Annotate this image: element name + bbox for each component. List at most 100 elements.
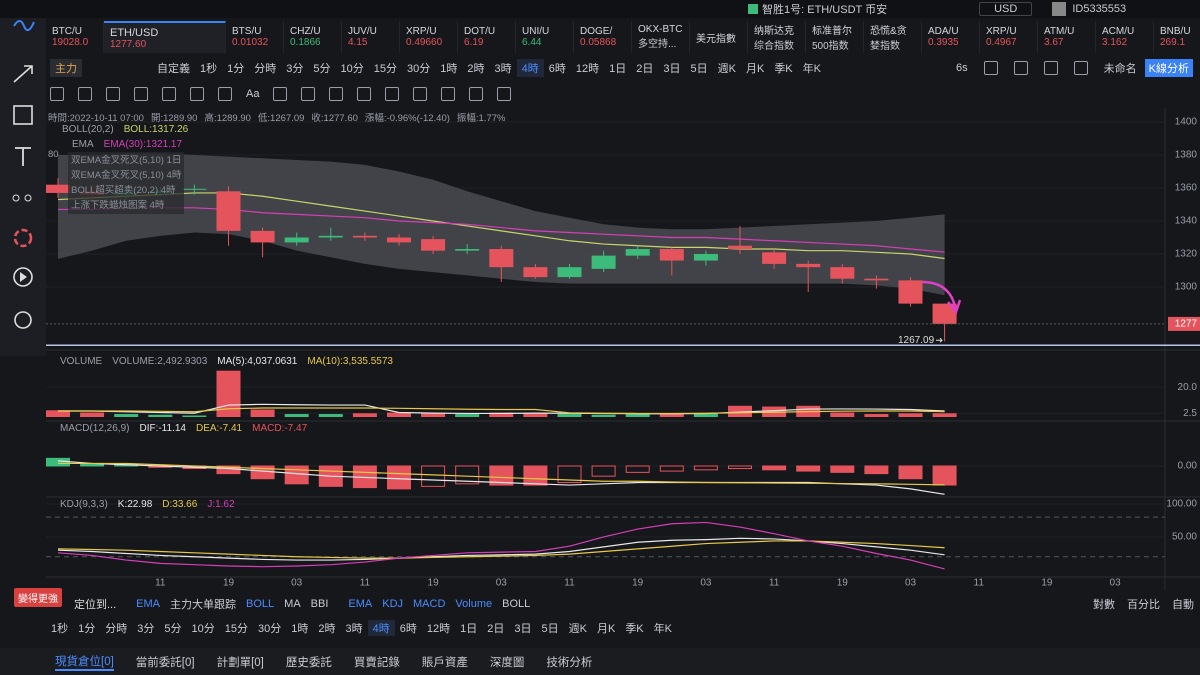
indicator[interactable]: MACD (413, 598, 446, 610)
period[interactable]: 5分 (164, 623, 182, 635)
ticker[interactable]: OKX-BTC 多空持... (632, 21, 690, 53)
period[interactable]: 1分 (78, 623, 96, 635)
refresh-rate[interactable]: 6s (956, 62, 968, 74)
period[interactable]: 2時 (318, 623, 336, 635)
text-tool[interactable]: Aa (246, 88, 260, 100)
tool[interactable] (385, 87, 400, 101)
period[interactable]: 10分 (191, 623, 215, 635)
currency-select[interactable]: USD (979, 2, 1033, 16)
period[interactable]: 5日 (690, 63, 708, 75)
tool[interactable] (218, 87, 232, 101)
period[interactable]: 3日 (514, 623, 532, 635)
period[interactable]: 4時 (516, 59, 544, 77)
period[interactable]: 2日 (636, 63, 654, 75)
ticker[interactable]: ADA/U 0.3935 (922, 21, 980, 53)
indicator[interactable]: BBI (310, 598, 329, 610)
indicator[interactable]: MA (284, 598, 301, 610)
period[interactable]: 季K (774, 63, 793, 75)
indicator[interactable]: Volume (455, 598, 493, 610)
period[interactable]: 1分 (227, 63, 245, 75)
tool[interactable] (497, 87, 512, 101)
ticker[interactable]: DOGE/0.05868 (574, 21, 632, 53)
period[interactable]: 3時 (345, 623, 363, 635)
ticker[interactable]: XRP/U 0.4967 (980, 21, 1038, 53)
period[interactable]: 12時 (575, 63, 600, 75)
scale-option[interactable]: 自動 (1172, 599, 1194, 611)
period[interactable]: 4時 (367, 620, 395, 636)
ticker[interactable]: BTC/U 19028.0 (46, 21, 104, 53)
period[interactable]: 5日 (541, 623, 559, 635)
icon-rect[interactable] (13, 105, 33, 125)
period[interactable]: 2時 (467, 63, 485, 75)
ticker[interactable]: 纳斯达克 综合指数 (748, 21, 806, 53)
ticker[interactable]: DOT/U 6.19 (458, 21, 516, 53)
analysis-button[interactable]: K線分析 (1144, 59, 1193, 77)
tool[interactable] (106, 87, 120, 101)
tool[interactable] (273, 87, 288, 101)
period[interactable]: 週K (568, 623, 587, 635)
tab[interactable]: 當前委託[0] (135, 656, 195, 669)
tool[interactable] (413, 87, 428, 101)
period[interactable]: 分時 (254, 63, 277, 75)
period[interactable]: 12時 (426, 623, 451, 635)
period[interactable]: 年K (802, 63, 821, 75)
indicator[interactable]: EMA (136, 598, 161, 610)
period[interactable]: 30分 (258, 623, 282, 635)
tool[interactable] (441, 87, 456, 101)
icon-edit[interactable] (1013, 61, 1028, 75)
period[interactable]: 6時 (548, 63, 566, 75)
period[interactable]: 月K (596, 623, 616, 635)
ticker[interactable]: BTS/U 0.01032 (226, 21, 284, 53)
ticker[interactable]: 标准普尔 500指数 (806, 21, 864, 53)
tab[interactable]: 現貨倉位[0] (55, 653, 114, 671)
locate[interactable]: 定位到... (74, 599, 117, 611)
tool[interactable] (469, 87, 484, 101)
period[interactable]: 6時 (399, 623, 417, 635)
indicator[interactable]: 主力大单跟踪 (170, 599, 237, 611)
icon-text[interactable] (15, 147, 31, 166)
tab[interactable]: 計劃單[0] (216, 656, 264, 669)
tool[interactable] (357, 87, 372, 101)
period[interactable]: 分時 (105, 623, 128, 635)
icon-play[interactable] (13, 267, 33, 287)
period[interactable]: 1日 (460, 623, 478, 635)
tool[interactable] (134, 87, 148, 101)
period[interactable]: 1日 (609, 63, 627, 75)
indicator[interactable]: EMA (348, 598, 373, 610)
period[interactable]: 季K (625, 623, 644, 635)
ticker[interactable]: 美元指數 (690, 21, 748, 53)
indicator[interactable]: BOLL (246, 598, 275, 610)
tab[interactable]: 賬戶資產 (421, 656, 468, 669)
custom-period[interactable]: 自定義 (157, 63, 190, 75)
icon-curve[interactable] (13, 20, 35, 32)
user-id[interactable]: ID5335553 (1072, 3, 1127, 15)
icon-points[interactable] (12, 194, 20, 202)
icon-fullscreen[interactable] (1073, 61, 1088, 75)
ticker[interactable]: BNB/U 269.1 (1154, 21, 1200, 53)
period[interactable]: 3分 (286, 63, 304, 75)
tool[interactable] (50, 87, 64, 101)
period[interactable]: 15分 (373, 63, 397, 75)
tool[interactable] (162, 87, 176, 101)
icon-magnet[interactable] (13, 228, 33, 248)
main-toggle[interactable]: 主力 (50, 59, 82, 77)
ticker[interactable]: 恐慌&贪 婪指数 (864, 21, 922, 53)
period[interactable]: 10分 (340, 63, 364, 75)
ticker[interactable]: ETH/USD 1277.60 (104, 21, 226, 53)
period[interactable]: 1秒 (200, 63, 218, 75)
indicator[interactable]: BOLL (502, 598, 531, 610)
period[interactable]: 月K (745, 63, 765, 75)
scale-option[interactable]: 百分比 (1127, 599, 1160, 611)
period[interactable]: 1時 (440, 63, 458, 75)
period[interactable]: 5分 (313, 63, 331, 75)
ticker[interactable]: ATM/U 3.67 (1038, 21, 1096, 53)
upgrade-badge[interactable]: 變得更強 (14, 588, 62, 607)
tab[interactable]: 買賣記錄 (353, 656, 400, 669)
period[interactable]: 3分 (137, 623, 155, 635)
tool[interactable] (190, 87, 204, 101)
tool[interactable] (78, 87, 92, 101)
tab[interactable]: 深度圖 (489, 656, 525, 669)
icon-settings[interactable] (1043, 61, 1058, 75)
tool[interactable] (301, 87, 316, 101)
ticker[interactable]: JUV/U 4.15 (342, 21, 400, 53)
